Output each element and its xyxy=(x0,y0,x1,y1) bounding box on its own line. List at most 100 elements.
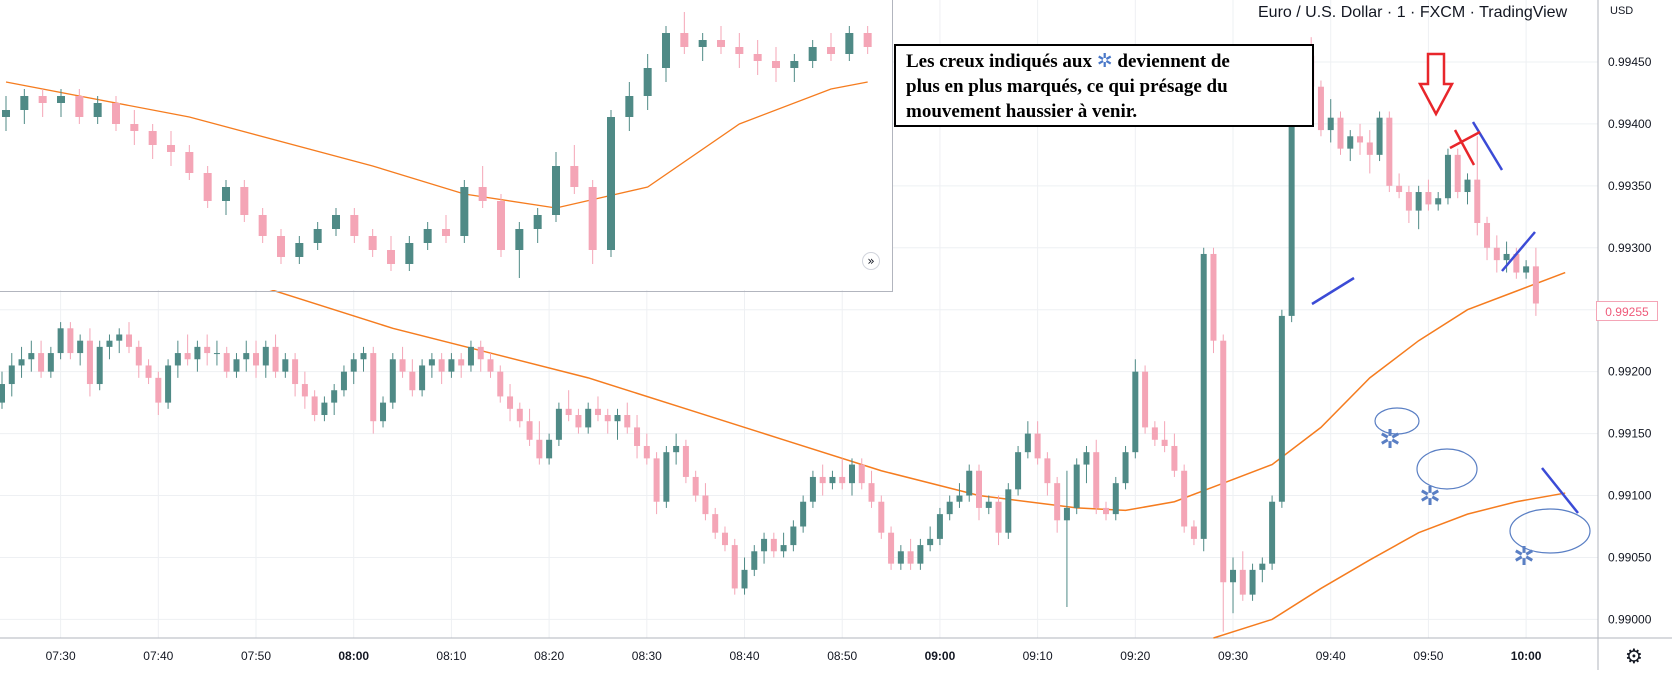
candle-body xyxy=(477,346,484,360)
candle-body xyxy=(1503,253,1510,261)
candle-body xyxy=(38,353,45,372)
x-tick-label: 09:30 xyxy=(1218,649,1248,663)
candle-body xyxy=(1190,526,1197,539)
candle-body xyxy=(194,346,201,360)
candle-body xyxy=(311,396,318,416)
candle-body xyxy=(1366,142,1373,155)
candle-body xyxy=(819,476,826,484)
candle-body xyxy=(409,371,416,391)
candle-body xyxy=(116,334,123,341)
x-tick-label: 08:20 xyxy=(534,649,564,663)
annotation-text-part2: deviennent de xyxy=(1117,51,1230,72)
y-tick-label: 0.99400 xyxy=(1608,117,1652,131)
y-tick-label: 0.99050 xyxy=(1608,550,1652,564)
candle-body xyxy=(1337,117,1344,149)
annotation-box: Les creux indiqués aux ✲ deviennent de p… xyxy=(894,44,1314,127)
down-arrow-icon xyxy=(1417,52,1455,117)
candle-body xyxy=(829,476,836,484)
inset-candle-body xyxy=(185,152,194,173)
candle-body xyxy=(1259,563,1266,570)
gear-icon[interactable]: ⚙ xyxy=(1625,644,1643,668)
candle-body xyxy=(878,501,885,533)
candle-body xyxy=(1327,117,1334,131)
candle-body xyxy=(995,501,1002,533)
inset-candle-body xyxy=(570,166,579,187)
inset-candle-body xyxy=(460,187,469,236)
inset-candle-body xyxy=(240,187,249,215)
y-tick-label: 0.99100 xyxy=(1608,489,1652,503)
candle-body xyxy=(1454,154,1461,193)
candle-body xyxy=(389,359,396,403)
inset-candle-body xyxy=(368,236,377,250)
candle-body xyxy=(1230,569,1237,583)
candle-body xyxy=(858,464,865,484)
candle-body xyxy=(419,365,426,391)
candle-body xyxy=(106,340,113,347)
inset-candle-body xyxy=(313,229,322,243)
inset-candle-body xyxy=(790,61,799,68)
inset-candle-body xyxy=(607,117,615,250)
candle-body xyxy=(800,501,807,527)
inset-candle-body xyxy=(698,40,707,47)
expand-icon[interactable]: » xyxy=(862,252,880,270)
candle-body xyxy=(1220,340,1227,583)
y-tick-label: 0.99300 xyxy=(1608,241,1652,255)
candle-body xyxy=(57,328,64,354)
candle-body xyxy=(350,359,357,372)
moving-average-line-2 xyxy=(1213,492,1566,639)
inset-candle-body xyxy=(75,96,84,117)
candle-body xyxy=(370,353,377,422)
candle-body xyxy=(8,365,15,385)
candle-body xyxy=(673,445,680,453)
candle-body xyxy=(458,359,465,366)
candle-body xyxy=(1044,458,1051,484)
candle-body xyxy=(985,501,992,508)
candle-body xyxy=(868,483,875,502)
candle-body xyxy=(1444,154,1451,199)
candle-body xyxy=(751,551,758,570)
annotation-text-part1: Les creux indiqués aux xyxy=(906,51,1092,72)
inset-candle-body xyxy=(2,110,10,117)
inset-candle-body xyxy=(772,61,780,68)
x-tick-label: 07:50 xyxy=(241,649,271,663)
candle-body xyxy=(467,346,474,366)
candle-body xyxy=(1347,136,1354,149)
candle-body xyxy=(1464,179,1471,193)
candle-body xyxy=(1386,117,1393,186)
candle-body xyxy=(1532,266,1539,304)
x-tick-label: 09:20 xyxy=(1120,649,1150,663)
inset-candle-body xyxy=(148,131,157,145)
annotation-text-line2: plus en plus marqués, ce qui présage du xyxy=(906,76,1228,97)
candle-body xyxy=(663,452,670,502)
candle-body xyxy=(741,569,748,589)
drawing-trendline xyxy=(1471,121,1504,171)
candle-body xyxy=(1005,489,1012,533)
drawing-trendline xyxy=(1541,467,1579,514)
annotation-text-line3: mouvement haussier à venir. xyxy=(906,101,1138,122)
currency-label[interactable]: USD xyxy=(1610,5,1634,17)
candle-body xyxy=(1210,253,1217,341)
candle-body xyxy=(692,476,699,496)
candle-body xyxy=(839,476,846,484)
candle-body xyxy=(976,470,982,508)
candle-body xyxy=(624,415,631,428)
candle-body xyxy=(1249,569,1256,595)
inset-candle-body xyxy=(423,229,432,243)
candle-body xyxy=(233,359,240,372)
inset-candle-body xyxy=(497,201,505,250)
candle-body xyxy=(1317,86,1324,131)
candle-body xyxy=(712,514,719,533)
inset-candle-body xyxy=(38,96,47,103)
candle-body xyxy=(1425,192,1432,205)
candle-body xyxy=(731,545,738,589)
candle-body xyxy=(1181,470,1188,527)
candle-body xyxy=(155,377,162,403)
candle-body xyxy=(1484,222,1491,248)
candle-body xyxy=(487,359,494,372)
inset-candle-body xyxy=(717,40,725,47)
drawing-red-cross xyxy=(1453,129,1476,166)
inset-candle-body xyxy=(680,33,689,47)
x-tick-label: 08:30 xyxy=(632,649,662,663)
